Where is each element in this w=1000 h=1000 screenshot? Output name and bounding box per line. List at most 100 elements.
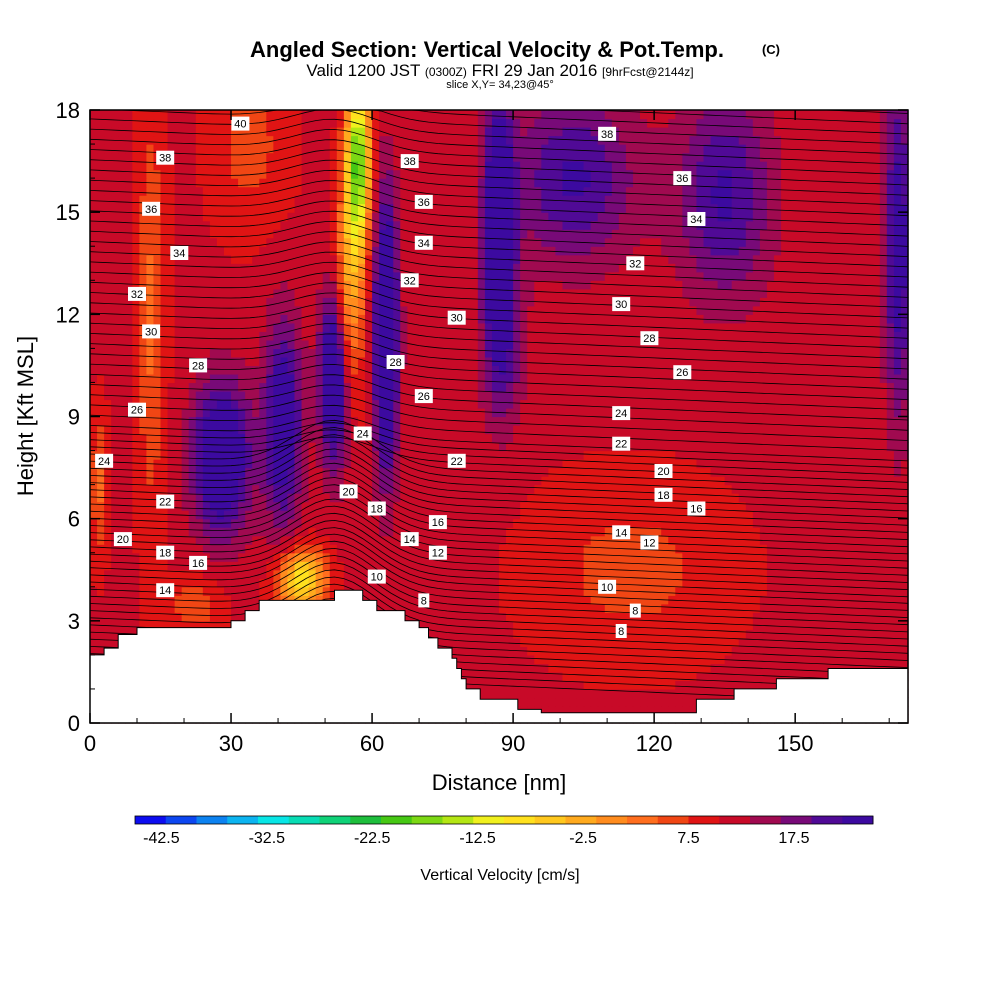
velocity-cell	[174, 390, 183, 401]
velocity-cell	[463, 459, 472, 469]
velocity-cell	[774, 620, 782, 630]
velocity-cell	[463, 442, 472, 452]
velocity-cell	[766, 407, 775, 418]
velocity-cell	[625, 365, 634, 375]
velocity-cell	[548, 663, 557, 673]
velocity-cell	[372, 459, 380, 469]
velocity-cell	[851, 493, 860, 503]
velocity-cell	[724, 493, 733, 503]
velocity-cell	[865, 578, 874, 588]
velocity-cell	[668, 697, 676, 707]
velocity-cell	[689, 705, 698, 716]
velocity-cell	[146, 365, 155, 375]
velocity-cell	[90, 356, 98, 367]
velocity-cell	[195, 459, 204, 469]
velocity-cell	[654, 663, 662, 673]
velocity-cell	[520, 373, 528, 384]
velocity-cell	[745, 407, 754, 418]
velocity-cell	[534, 356, 542, 367]
velocity-cell	[696, 407, 705, 418]
velocity-cell	[703, 382, 712, 392]
velocity-cell	[322, 433, 331, 443]
velocity-cell	[463, 510, 472, 520]
velocity-cell	[294, 595, 303, 605]
velocity-cell	[851, 365, 860, 375]
velocity-cell	[195, 544, 204, 554]
velocity-cell	[259, 510, 267, 520]
velocity-cell	[675, 518, 683, 528]
velocity-cell	[675, 356, 683, 367]
forecast-info: [9hrFcst@2144z]	[602, 65, 694, 79]
velocity-cell	[477, 450, 486, 460]
velocity-cell	[802, 416, 810, 426]
velocity-cell	[738, 595, 747, 605]
velocity-cell	[830, 612, 839, 622]
velocity-cell	[837, 476, 846, 486]
velocity-cell	[752, 629, 761, 639]
velocity-cell	[477, 399, 486, 409]
velocity-cell	[104, 382, 112, 392]
velocity-cell	[724, 518, 733, 528]
velocity-cell	[640, 697, 648, 707]
velocity-cell	[590, 484, 599, 494]
velocity-cell	[273, 586, 281, 596]
velocity-cell	[788, 569, 796, 579]
velocity-cell	[287, 535, 296, 545]
velocity-cell	[407, 578, 415, 588]
velocity-cell	[393, 586, 401, 596]
velocity-cell	[456, 518, 465, 528]
velocity-cell	[132, 390, 140, 401]
velocity-cell	[400, 569, 408, 579]
velocity-cell	[491, 527, 500, 537]
velocity-cell	[104, 399, 112, 409]
velocity-cell	[393, 501, 401, 511]
velocity-cell	[414, 603, 423, 613]
velocity-cell	[534, 663, 542, 673]
velocity-cell	[301, 493, 310, 503]
velocity-cell	[160, 356, 169, 367]
velocity-cell	[350, 356, 359, 367]
velocity-cell	[724, 680, 733, 690]
velocity-cell	[731, 467, 740, 477]
velocity-cell	[682, 654, 690, 664]
velocity-cell	[534, 578, 542, 588]
velocity-cell	[541, 484, 549, 494]
velocity-cell	[555, 646, 564, 656]
velocity-cell	[407, 501, 415, 511]
velocity-cell	[273, 399, 281, 409]
velocity-cell	[830, 442, 839, 452]
velocity-cell	[520, 450, 528, 460]
velocity-cell	[477, 595, 486, 605]
velocity-cell	[668, 535, 676, 545]
velocity-cell	[266, 544, 274, 554]
velocity-cell	[294, 569, 303, 579]
velocity-cell	[181, 552, 190, 562]
velocity-cell	[900, 442, 909, 452]
velocity-cell	[153, 620, 162, 630]
velocity-cell	[245, 425, 253, 435]
velocity-cell	[590, 356, 599, 367]
velocity-cell	[456, 407, 465, 418]
velocity-cell	[372, 544, 380, 554]
velocity-cell	[393, 476, 401, 486]
velocity-cell	[308, 510, 317, 520]
velocity-cell	[414, 518, 423, 528]
velocity-cell	[788, 578, 796, 588]
velocity-cell	[188, 569, 197, 579]
velocity-cell	[583, 646, 592, 656]
velocity-cell	[647, 612, 655, 622]
velocity-cell	[604, 688, 613, 699]
velocity-cell	[216, 578, 225, 588]
velocity-cell	[823, 433, 832, 443]
velocity-cell	[858, 544, 867, 554]
velocity-cell	[759, 646, 768, 656]
velocity-cell	[139, 390, 148, 401]
velocity-cell	[900, 459, 909, 469]
velocity-cell	[343, 459, 352, 469]
velocity-cell	[569, 561, 578, 571]
velocity-cell	[724, 561, 733, 571]
velocity-cell	[774, 646, 782, 656]
velocity-cell	[851, 654, 860, 664]
velocity-cell	[781, 373, 789, 384]
velocity-cell	[477, 442, 486, 452]
